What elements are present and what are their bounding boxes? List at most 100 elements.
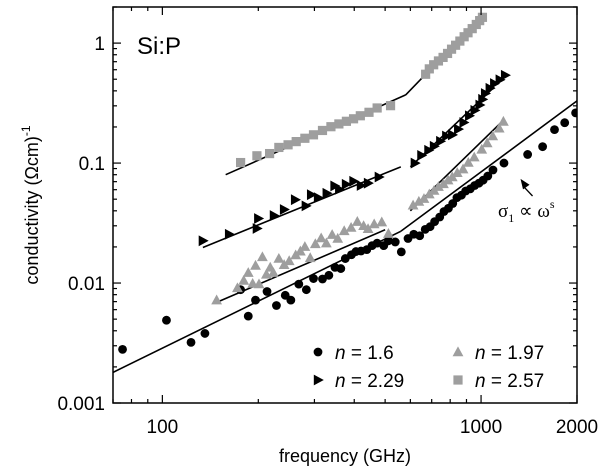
data-point (278, 259, 290, 269)
data-point (262, 287, 272, 296)
data-point (459, 117, 470, 128)
data-point (351, 216, 363, 226)
data-point (315, 232, 327, 243)
data-point (376, 216, 388, 227)
data-point (294, 279, 304, 289)
y-tick-label: 0.01 (68, 274, 105, 295)
x-tick-labels: 100 1000 2000 (147, 417, 599, 438)
data-point (475, 99, 486, 111)
data-point (384, 236, 393, 246)
data-point (300, 133, 310, 143)
data-point (478, 93, 489, 105)
x-tick-label: 1000 (460, 417, 502, 438)
sample-label: Si:P (137, 33, 181, 60)
data-point (424, 144, 435, 156)
fit-line-segment (400, 100, 577, 232)
data-point (341, 178, 352, 190)
data-point (363, 177, 374, 189)
legend-marker (452, 346, 464, 357)
annotation-text: σ1 ∝ ωs (498, 197, 555, 225)
legend-label: n = 1.6 (335, 343, 394, 364)
data-point (232, 282, 243, 293)
data-point (283, 255, 295, 266)
data-point (264, 148, 275, 159)
data-point (433, 56, 444, 66)
data-point (497, 115, 509, 126)
data-point (348, 114, 359, 124)
data-point (269, 210, 280, 221)
legend-item: n = 1.97 (452, 343, 544, 364)
data-point (273, 252, 285, 263)
axis-ticks (112, 6, 578, 404)
data-point (335, 183, 346, 195)
data-point (495, 74, 506, 86)
data-point (483, 171, 493, 181)
data-point (224, 228, 235, 240)
data-point (332, 232, 344, 243)
legend-marker (313, 347, 323, 357)
data-point (355, 111, 365, 121)
data-point (309, 238, 321, 249)
data-point (523, 150, 533, 159)
legend-item: n = 2.29 (313, 371, 404, 392)
data-point (253, 278, 265, 289)
data-point (254, 213, 265, 224)
y-axis-title: conductivity (Ωcm)-1 (19, 125, 42, 284)
x-axis-title: frequency (GHz) (279, 446, 411, 466)
data-point (429, 140, 440, 152)
x-tick-label: 2000 (556, 417, 598, 438)
y-tick-label: 0.1 (79, 154, 105, 175)
data-point (457, 163, 469, 174)
legend-item: n = 1.6 (313, 343, 394, 364)
data-point (304, 252, 316, 263)
data-point (462, 156, 474, 167)
data-point (550, 125, 559, 135)
data-point (290, 194, 301, 206)
data-point (301, 285, 311, 295)
data-point (454, 123, 465, 135)
data-point (308, 130, 319, 140)
data-point (320, 237, 332, 248)
data-point (334, 119, 344, 129)
data-point (345, 221, 357, 232)
y-axis-title-exp: -1 (19, 125, 33, 136)
y-tick-label: 0.001 (57, 394, 105, 415)
legend-item: n = 2.57 (453, 371, 544, 392)
data-point (481, 137, 493, 148)
data-point (349, 175, 360, 187)
data-point (374, 171, 385, 183)
data-point (362, 223, 374, 234)
data-point (250, 259, 261, 270)
data-point (418, 193, 430, 203)
data-point (313, 192, 324, 204)
y-tick-labels: 0.001 0.01 0.1 1 (57, 34, 105, 415)
data-point (279, 204, 290, 215)
data-point (242, 267, 254, 277)
data-point (421, 69, 431, 79)
plot-frame (112, 6, 578, 404)
data-point (385, 101, 396, 111)
annotation-arrowhead (520, 178, 530, 190)
data-point (499, 158, 509, 168)
data-point (538, 142, 548, 152)
data-point (433, 181, 444, 191)
data-point (493, 122, 505, 133)
data-point (477, 12, 488, 22)
legend-marker (453, 375, 463, 385)
data-point (560, 118, 570, 128)
data-point (372, 103, 382, 113)
data-point (291, 137, 301, 147)
fit-lines (113, 14, 577, 374)
data-point (390, 237, 400, 247)
data-point (252, 223, 263, 234)
data-point (451, 167, 463, 177)
data-point (162, 315, 171, 325)
data-point (286, 295, 296, 305)
data-point (470, 104, 481, 116)
data-point (448, 129, 459, 141)
data-point (423, 188, 435, 199)
data-point (436, 135, 447, 147)
data-point (238, 274, 250, 285)
data-point (322, 187, 333, 199)
